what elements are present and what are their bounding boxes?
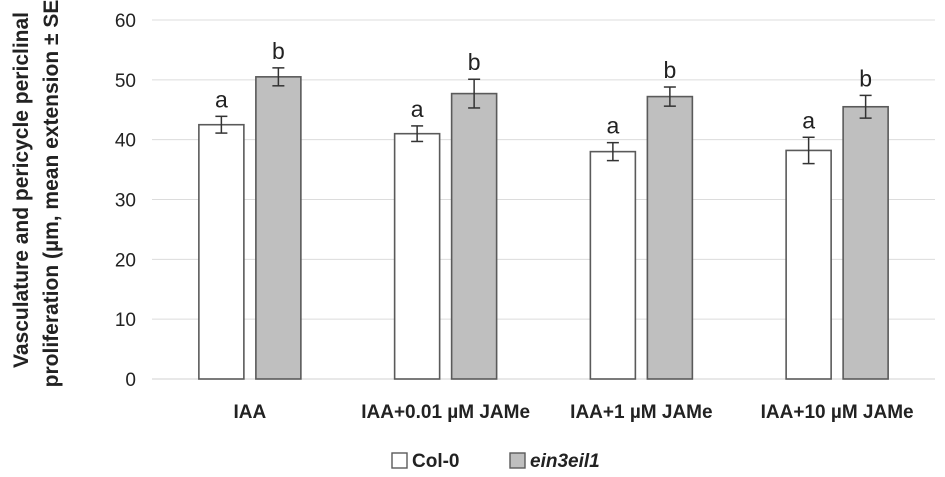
bar-col-0 <box>393 132 441 380</box>
legend-entry: ein3eil1 <box>530 451 600 472</box>
x-category-label: IAA+10 µM JAMe <box>761 402 914 423</box>
significance-label: b <box>468 49 481 75</box>
bar-ein3eil1 <box>255 76 302 380</box>
bar-col-0 <box>785 149 832 380</box>
legend-swatch <box>391 452 408 469</box>
legend-entry: Col-0 <box>412 451 460 472</box>
significance-label: b <box>272 38 285 64</box>
significance-label: a <box>215 86 228 112</box>
significance-label: b <box>663 57 676 83</box>
y-tick-label: 30 <box>115 191 136 212</box>
y-tick-label: 60 <box>115 11 136 32</box>
legend: Col-0 ein3eil1 <box>391 451 600 472</box>
x-category-label: IAA+1 µM JAMe <box>570 402 712 423</box>
significance-label: a <box>606 113 619 139</box>
significance-label: a <box>411 96 424 122</box>
y-tick-label: 10 <box>115 310 136 331</box>
bar-ein3eil1 <box>646 95 694 380</box>
y-tick-label: 0 <box>125 370 136 391</box>
bar-col-0 <box>589 150 637 380</box>
x-category-label: IAA <box>234 402 267 423</box>
significance-label: b <box>859 65 872 91</box>
y-tick-label: 50 <box>115 71 136 92</box>
x-category-label: IAA+0.01 µM JAMe <box>361 402 530 423</box>
y-axis: 0 10 20 30 40 50 60 <box>115 11 136 391</box>
y-tick-label: 20 <box>115 250 136 271</box>
x-axis: IAA IAA+0.01 µM JAMe IAA+1 µM JAMe IAA+10 µ… <box>234 402 914 423</box>
significance-label: a <box>802 107 815 133</box>
bar-ein3eil1 <box>450 92 498 380</box>
y-axis-label-line-2: proliferation (µm, mean extension ± SE) <box>40 0 63 387</box>
y-axis-label-line-1: Vasculature and pericycle periclinal <box>10 12 33 368</box>
bars: a b a b a b a b <box>198 38 889 380</box>
legend-swatch <box>509 452 526 469</box>
bar-col-0 <box>198 123 245 380</box>
y-tick-label: 40 <box>115 131 136 152</box>
bar-ein3eil1 <box>842 105 889 380</box>
